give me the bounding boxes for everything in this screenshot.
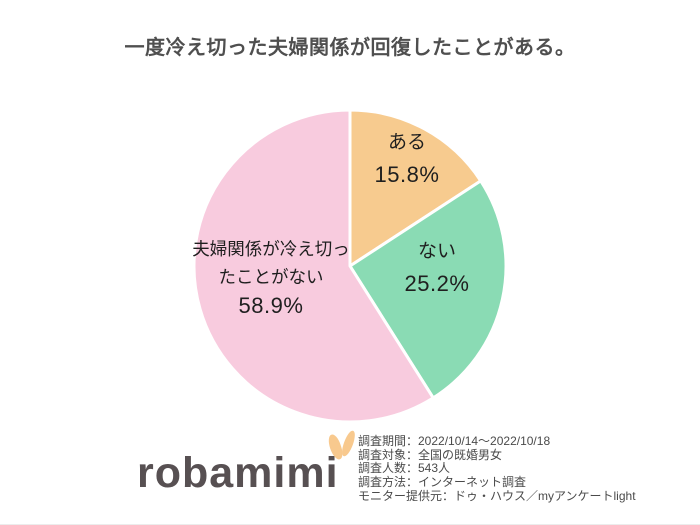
survey-detail-monitor: モニター提供元：ドゥ・ハウス／myアンケートlight (358, 488, 636, 503)
survey-detail-method: 調査方法：インターネット調査 (358, 475, 527, 490)
pie-label-nai-text: ない (417, 241, 456, 262)
survey-details: 調査期間：2022/10/14～2022/10/18 調査対象：全国の既婚男女 … (358, 434, 636, 504)
survey-detail-count: 調査人数：543人 (358, 461, 451, 476)
chart-title: 一度冷え切った夫婦関係が回復したことがある。 (124, 37, 576, 59)
pie-label-never-cold: 夫婦関係が冷え切っ たことがない 58.9% (171, 236, 371, 321)
logo-ear-right-icon (339, 429, 358, 458)
pie-label-nai-percent: 25.2% (404, 271, 470, 296)
pie-chart (190, 106, 510, 426)
survey-detail-target: 調査対象：全国の既婚男女 (358, 447, 503, 462)
pie-label-aru: ある 15.8% (347, 128, 467, 191)
robamimi-logo: robamimi (137, 449, 339, 497)
pie-slice (348, 108, 483, 268)
pie-slice (192, 108, 435, 424)
pie-label-never-cold-percent: 58.9% (238, 293, 304, 318)
pie-chart-svg (192, 108, 508, 424)
pie-label-aru-percent: 15.8% (374, 162, 440, 187)
pie-slice (348, 179, 508, 400)
pie-label-never-cold-text-line1: 夫婦関係が冷え切っ (192, 239, 350, 259)
survey-detail-period: 調査期間：2022/10/14～2022/10/18 (358, 434, 551, 448)
pie-label-nai: ない 25.2% (377, 237, 497, 300)
pie-label-aru-text: ある (387, 132, 426, 153)
pie-label-never-cold-text-line2: たことがない (218, 266, 324, 287)
